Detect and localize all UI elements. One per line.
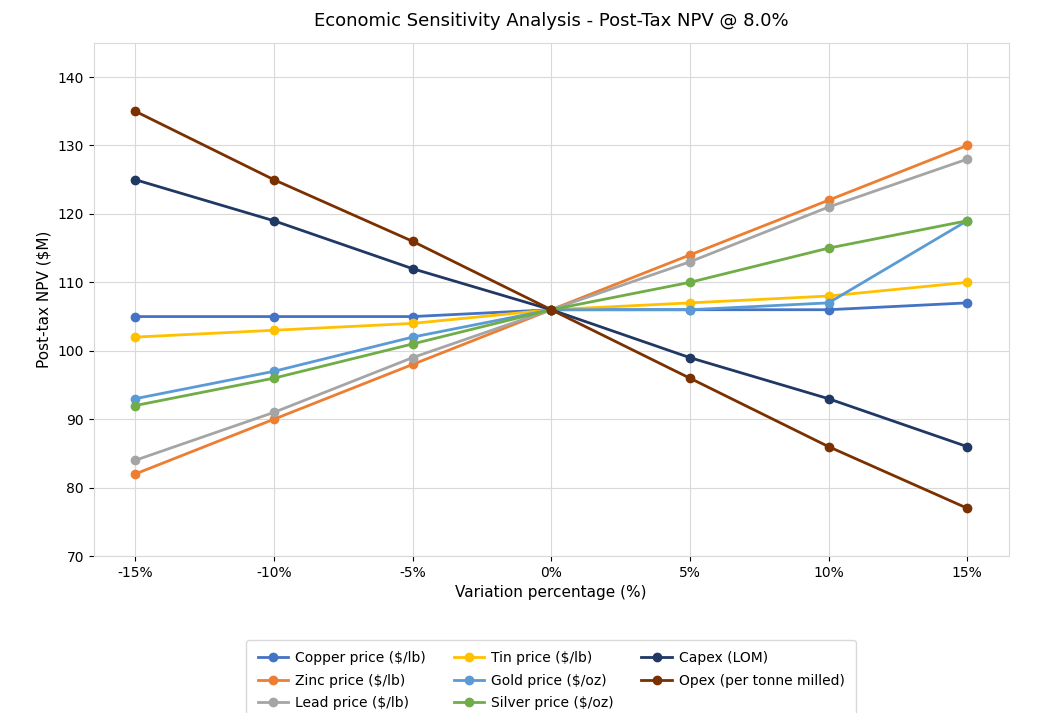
Zinc price ($/lb) xyxy=(683,251,696,260)
Tin price ($/lb) xyxy=(129,333,141,342)
Lead price ($/lb) xyxy=(129,456,141,465)
Opex (per tonne milled) xyxy=(823,442,835,451)
Line: Capex (LOM): Capex (LOM) xyxy=(131,175,971,451)
Zinc price ($/lb) xyxy=(961,141,973,150)
Copper price ($/lb) xyxy=(267,312,280,321)
Tin price ($/lb) xyxy=(407,319,419,328)
Gold price ($/oz) xyxy=(407,333,419,342)
Copper price ($/lb) xyxy=(545,305,557,314)
Lead price ($/lb) xyxy=(545,305,557,314)
Capex (LOM) xyxy=(961,442,973,451)
Zinc price ($/lb) xyxy=(823,196,835,205)
Lead price ($/lb) xyxy=(267,408,280,416)
Capex (LOM) xyxy=(823,394,835,403)
Silver price ($/oz) xyxy=(267,374,280,382)
Zinc price ($/lb) xyxy=(129,470,141,478)
Tin price ($/lb) xyxy=(545,305,557,314)
Gold price ($/oz) xyxy=(545,305,557,314)
Copper price ($/lb) xyxy=(129,312,141,321)
Tin price ($/lb) xyxy=(823,292,835,300)
Gold price ($/oz) xyxy=(267,367,280,376)
Capex (LOM) xyxy=(683,354,696,362)
Lead price ($/lb) xyxy=(961,155,973,163)
Line: Lead price ($/lb): Lead price ($/lb) xyxy=(131,155,971,464)
Copper price ($/lb) xyxy=(961,299,973,307)
Copper price ($/lb) xyxy=(823,305,835,314)
Tin price ($/lb) xyxy=(683,299,696,307)
Copper price ($/lb) xyxy=(683,305,696,314)
Opex (per tonne milled) xyxy=(961,504,973,513)
Line: Gold price ($/oz): Gold price ($/oz) xyxy=(131,217,971,403)
Line: Tin price ($/lb): Tin price ($/lb) xyxy=(131,278,971,342)
Silver price ($/oz) xyxy=(683,278,696,287)
Tin price ($/lb) xyxy=(267,326,280,334)
Silver price ($/oz) xyxy=(823,244,835,252)
Opex (per tonne milled) xyxy=(683,374,696,382)
Lead price ($/lb) xyxy=(407,354,419,362)
Gold price ($/oz) xyxy=(683,305,696,314)
Opex (per tonne milled) xyxy=(545,305,557,314)
Line: Opex (per tonne milled): Opex (per tonne milled) xyxy=(131,107,971,513)
Line: Copper price ($/lb): Copper price ($/lb) xyxy=(131,299,971,321)
Lead price ($/lb) xyxy=(683,257,696,266)
Opex (per tonne milled) xyxy=(129,107,141,116)
Copper price ($/lb) xyxy=(407,312,419,321)
Opex (per tonne milled) xyxy=(407,237,419,245)
Zinc price ($/lb) xyxy=(545,305,557,314)
Title: Economic Sensitivity Analysis - Post-Tax NPV @ 8.0%: Economic Sensitivity Analysis - Post-Tax… xyxy=(314,12,788,30)
Gold price ($/oz) xyxy=(129,394,141,403)
Silver price ($/oz) xyxy=(129,401,141,410)
Zinc price ($/lb) xyxy=(267,415,280,424)
Line: Zinc price ($/lb): Zinc price ($/lb) xyxy=(131,141,971,478)
Capex (LOM) xyxy=(267,217,280,225)
Capex (LOM) xyxy=(545,305,557,314)
Zinc price ($/lb) xyxy=(407,360,419,369)
Capex (LOM) xyxy=(129,175,141,184)
Legend: Copper price ($/lb), Zinc price ($/lb), Lead price ($/lb), Tin price ($/lb), Gol: Copper price ($/lb), Zinc price ($/lb), … xyxy=(246,640,856,713)
Capex (LOM) xyxy=(407,265,419,273)
Gold price ($/oz) xyxy=(823,299,835,307)
Gold price ($/oz) xyxy=(961,217,973,225)
X-axis label: Variation percentage (%): Variation percentage (%) xyxy=(456,585,647,600)
Lead price ($/lb) xyxy=(823,202,835,211)
Opex (per tonne milled) xyxy=(267,175,280,184)
Silver price ($/oz) xyxy=(545,305,557,314)
Line: Silver price ($/oz): Silver price ($/oz) xyxy=(131,217,971,410)
Y-axis label: Post-tax NPV ($M): Post-tax NPV ($M) xyxy=(36,231,52,368)
Silver price ($/oz) xyxy=(407,339,419,348)
Tin price ($/lb) xyxy=(961,278,973,287)
Silver price ($/oz) xyxy=(961,217,973,225)
